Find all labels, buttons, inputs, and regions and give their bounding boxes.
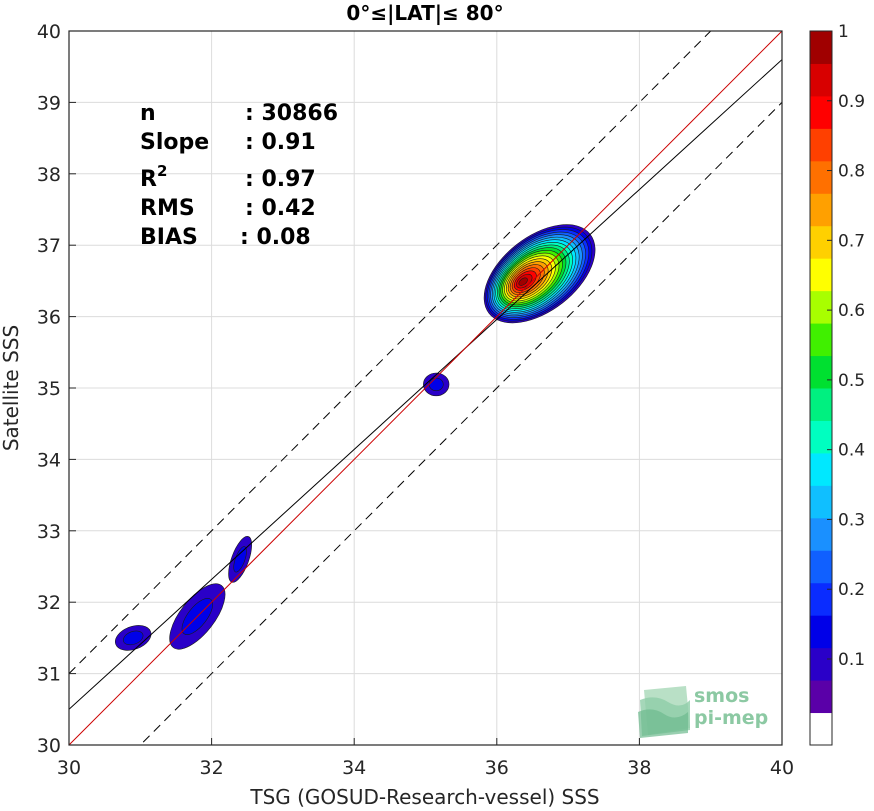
y-tick-label-9: 39	[37, 92, 61, 114]
stat-bias-value: : 0.08	[240, 225, 311, 250]
y-tick-label-0: 30	[37, 735, 61, 757]
colorbar-band-11	[810, 355, 832, 389]
colorbar-tick-label-1: 0.2	[838, 580, 865, 600]
colorbar-tick-label-5: 0.6	[838, 301, 865, 321]
density-cluster-0	[115, 625, 152, 651]
axis-ticks: 30 32 34 36 38 40 30 31 32 33 34 35 36 37 38 39 40	[37, 21, 794, 779]
colorbar-band-21	[810, 31, 832, 64]
colorbar-band-7	[810, 485, 832, 519]
chart-title: 0°≤|LAT|≤ 80°	[346, 1, 503, 25]
x-axis-label: TSG (GOSUD-Research-vessel) SSS	[249, 785, 599, 809]
upper-bound-line	[69, 31, 712, 674]
stat-r2-value: : 0.97	[245, 167, 316, 192]
stat-bias-label: BIAS	[140, 225, 198, 250]
colorbar-band-0	[810, 712, 832, 746]
colorbar-tick-label-2: 0.3	[838, 510, 865, 530]
colorbar-tick-label-0: 0.1	[838, 650, 865, 670]
colorbar-tick-label-8: 0.9	[838, 92, 865, 112]
colorbar-band-8	[810, 452, 832, 486]
stat-n-label: n	[140, 101, 156, 126]
colorbar-band-10	[810, 388, 832, 421]
one-to-one-line	[69, 31, 782, 745]
y-tick-label-7: 37	[37, 235, 61, 257]
logo-line-1: smos	[694, 685, 749, 707]
y-tick-label-1: 31	[37, 664, 61, 686]
y-tick-label-6: 36	[37, 307, 61, 329]
x-tick-label-0: 30	[57, 757, 81, 779]
colorbar: 0.1 0.2 0.3 0.4 0.5 0.6 0.7 0.8 0.9 1	[809, 22, 865, 746]
colorbar-tick-label-4: 0.5	[838, 371, 865, 391]
stats-block: n : 30866 Slope : 0.91 R2 : 0.97 RMS : 0…	[140, 101, 338, 250]
logo-line-2: pi-mep	[694, 707, 768, 729]
colorbar-tick-label-7: 0.8	[838, 162, 865, 182]
colorbar-band-4	[810, 582, 832, 616]
colorbar-tick-label-9: 1	[838, 22, 849, 42]
colorbar-band-15	[810, 225, 832, 259]
colorbar-band-5	[810, 550, 832, 584]
colorbar-band-16	[810, 193, 832, 227]
stat-slope-value: : 0.91	[245, 130, 316, 155]
stat-r2-label: R2	[140, 162, 167, 192]
colorbar-tick-label-3: 0.4	[838, 441, 865, 461]
colorbar-band-3	[810, 615, 832, 649]
colorbar-band-2	[810, 647, 832, 681]
lower-bound-line	[139, 102, 782, 745]
stat-slope-label: Slope	[140, 130, 209, 155]
y-tick-label-4: 34	[37, 449, 61, 471]
x-tick-label-1: 32	[200, 757, 224, 779]
x-tick-label-2: 34	[342, 757, 366, 779]
contour-0-1	[122, 630, 144, 646]
smos-pi-mep-logo: smos pi-mep	[638, 685, 768, 738]
y-axis-label: Satellite SSS	[0, 325, 23, 451]
colorbar-band-17	[810, 160, 832, 194]
colorbar-band-6	[810, 517, 832, 551]
stat-n-value: : 30866	[245, 101, 338, 126]
y-tick-label-8: 38	[37, 164, 61, 186]
x-tick-label-4: 38	[627, 757, 651, 779]
y-tick-label-10: 40	[37, 21, 61, 43]
regression-line	[69, 59, 782, 710]
colorbar-tick-label-6: 0.7	[838, 231, 865, 251]
colorbar-band-13	[810, 290, 832, 324]
y-tick-label-5: 35	[37, 378, 61, 400]
reference-lines	[69, 31, 782, 745]
colorbar-band-12	[810, 323, 832, 357]
colorbar-band-14	[810, 258, 832, 292]
density-cluster-3	[423, 372, 450, 397]
colorbar-band-20	[810, 63, 832, 97]
x-tick-label-5: 40	[770, 757, 794, 779]
y-tick-label-3: 33	[37, 521, 61, 543]
logo-waves-icon	[638, 686, 690, 738]
y-tick-label-2: 32	[37, 592, 61, 614]
stat-rms-label: RMS	[140, 196, 195, 221]
colorbar-frame	[809, 30, 833, 746]
colorbar-band-9	[810, 420, 832, 454]
colorbar-band-1	[810, 680, 832, 714]
contour-4-19	[518, 277, 528, 286]
contour-3-1	[428, 377, 444, 392]
x-tick-label-3: 36	[485, 757, 509, 779]
colorbar-band-18	[810, 128, 832, 162]
colorbar-band-19	[810, 95, 832, 129]
stat-rms-value: : 0.42	[245, 196, 316, 221]
